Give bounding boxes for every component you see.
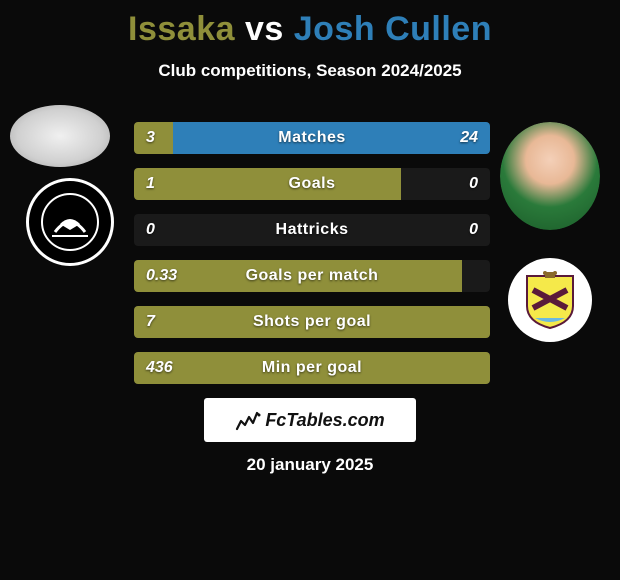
stat-name: Goals (289, 175, 336, 193)
stat-right-value: 0 (469, 221, 478, 239)
stat-right-value: 24 (460, 129, 478, 147)
stat-left-value: 436 (146, 359, 173, 377)
stat-left-value: 0 (146, 221, 155, 239)
stat-name: Matches (278, 129, 346, 147)
player1-avatar (10, 105, 110, 167)
stat-name: Shots per goal (253, 313, 371, 331)
stats-bars: 3 Matches 24 1 Goals 0 0 Hattricks 0 0.33 Goals pe… (134, 122, 490, 398)
player2-club-badge (508, 258, 592, 342)
stat-row-min-per-goal: 436 Min per goal (134, 352, 490, 384)
stat-row-goals-per-match: 0.33 Goals per match (134, 260, 490, 292)
page-title: Issaka vs Josh Cullen (0, 0, 620, 49)
burnley-badge-icon (523, 270, 577, 330)
stat-right-value: 0 (469, 175, 478, 193)
title-vs: vs (245, 10, 284, 48)
stat-left-value: 0.33 (146, 267, 177, 285)
stat-left-value: 1 (146, 175, 155, 193)
stat-row-hattricks: 0 Hattricks 0 (134, 214, 490, 246)
title-player2: Josh Cullen (294, 10, 492, 48)
fctables-logo-icon (235, 409, 261, 431)
stat-name: Min per goal (262, 359, 362, 377)
stat-name: Hattricks (276, 221, 349, 239)
site-name: FcTables.com (265, 410, 384, 431)
date-label: 20 january 2025 (247, 455, 374, 475)
site-badge: FcTables.com (204, 398, 416, 442)
stat-row-goals: 1 Goals 0 (134, 168, 490, 200)
bar-left-fill (134, 168, 401, 200)
stat-row-shots-per-goal: 7 Shots per goal (134, 306, 490, 338)
player2-avatar (500, 122, 600, 230)
stat-left-value: 7 (146, 313, 155, 331)
title-player1: Issaka (128, 10, 235, 48)
stat-row-matches: 3 Matches 24 (134, 122, 490, 154)
stat-name: Goals per match (246, 267, 379, 285)
plymouth-badge-icon (40, 192, 100, 252)
player1-club-badge (26, 178, 114, 266)
stat-left-value: 3 (146, 129, 155, 147)
subtitle: Club competitions, Season 2024/2025 (0, 61, 620, 81)
